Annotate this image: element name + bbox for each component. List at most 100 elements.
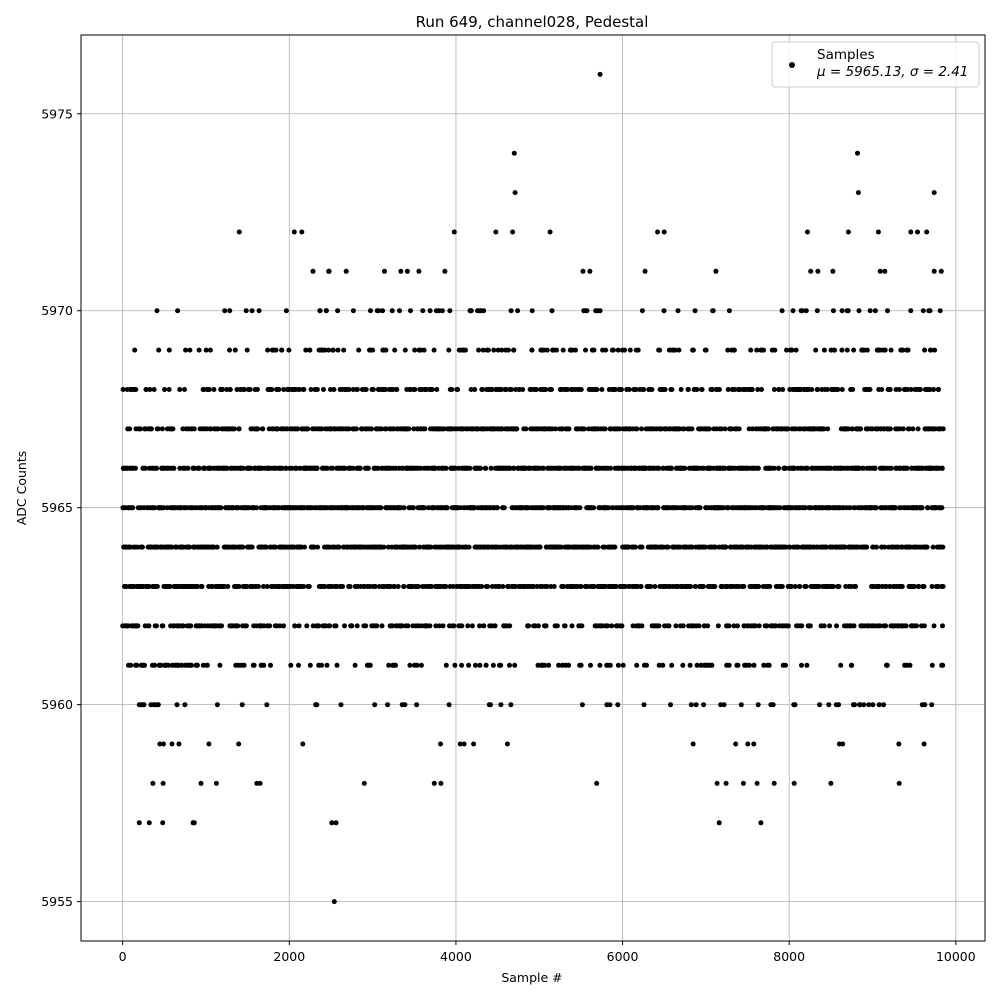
data-point [634,662,640,668]
data-point [447,308,453,314]
data-point [523,426,529,432]
data-point [389,308,395,314]
data-point [483,465,489,471]
data-point [738,702,744,708]
data-point [218,505,224,511]
x-axis-label: Sample # [501,970,562,985]
data-point [485,347,491,353]
data-point [821,623,827,629]
data-point [301,387,307,392]
data-point [143,387,149,392]
data-point [754,347,760,353]
data-point [128,662,134,668]
data-point [326,268,332,274]
data-point [554,623,560,629]
data-point [788,584,794,589]
data-point [333,820,339,826]
data-point [239,702,245,708]
data-point [701,702,707,708]
data-point [420,308,426,314]
data-point [690,741,696,747]
data-point [689,426,695,432]
data-point [150,780,156,786]
data-point [655,505,661,511]
data-point [785,426,791,432]
data-point [529,308,535,314]
data-point [903,623,909,629]
data-point [296,662,301,668]
data-point [932,347,938,353]
data-point [642,268,648,274]
data-point [295,426,301,432]
data-point [437,623,442,629]
data-point [813,347,819,353]
data-point [753,623,758,629]
data-point [308,387,314,392]
data-point [489,387,495,392]
data-point [939,465,945,471]
data-point [485,584,491,589]
data-point [855,150,860,156]
data-point [845,229,851,235]
data-point [370,387,376,392]
data-point [771,387,777,392]
data-point [799,662,804,668]
data-point [380,308,386,314]
data-point [204,662,210,668]
data-point [137,426,143,432]
data-point [688,584,693,589]
data-point [735,662,741,668]
data-point [723,780,729,786]
data-point [338,702,344,708]
data-point [399,623,405,629]
data-point [416,268,422,274]
data-point [375,465,381,471]
data-point [925,505,931,511]
data-point [649,387,655,392]
data-point [147,387,153,392]
data-point [315,544,321,550]
data-point [507,662,512,668]
data-point [346,426,352,432]
data-point [790,308,796,314]
data-point [808,268,814,274]
data-point [154,584,160,589]
data-point [594,780,600,786]
data-point [305,426,311,432]
data-point [247,387,253,392]
data-point [479,584,485,589]
data-point [931,623,937,629]
data-point [836,702,842,708]
data-point [232,347,238,353]
data-point [669,662,675,668]
data-point [379,623,385,629]
data-point [194,662,200,668]
data-point [789,347,795,353]
data-point [347,584,353,589]
data-point [652,584,658,589]
data-point [828,780,834,786]
data-point [349,623,355,629]
data-point [207,347,213,353]
data-point [877,623,883,629]
data-point [815,387,821,392]
data-point [872,308,878,314]
data-point [940,662,946,668]
data-point [507,623,513,629]
data-point [875,229,881,235]
data-point [879,387,885,392]
data-point [725,347,731,353]
data-point [356,347,362,353]
data-point [134,662,140,668]
data-point [888,347,894,353]
data-point [296,623,302,629]
data-point [146,584,152,589]
data-point [678,387,684,392]
data-point [807,623,813,629]
data-point [508,308,514,314]
data-point [432,465,438,471]
data-point [264,702,270,708]
data-point [864,544,870,550]
data-point [877,268,883,274]
data-point [263,544,269,550]
